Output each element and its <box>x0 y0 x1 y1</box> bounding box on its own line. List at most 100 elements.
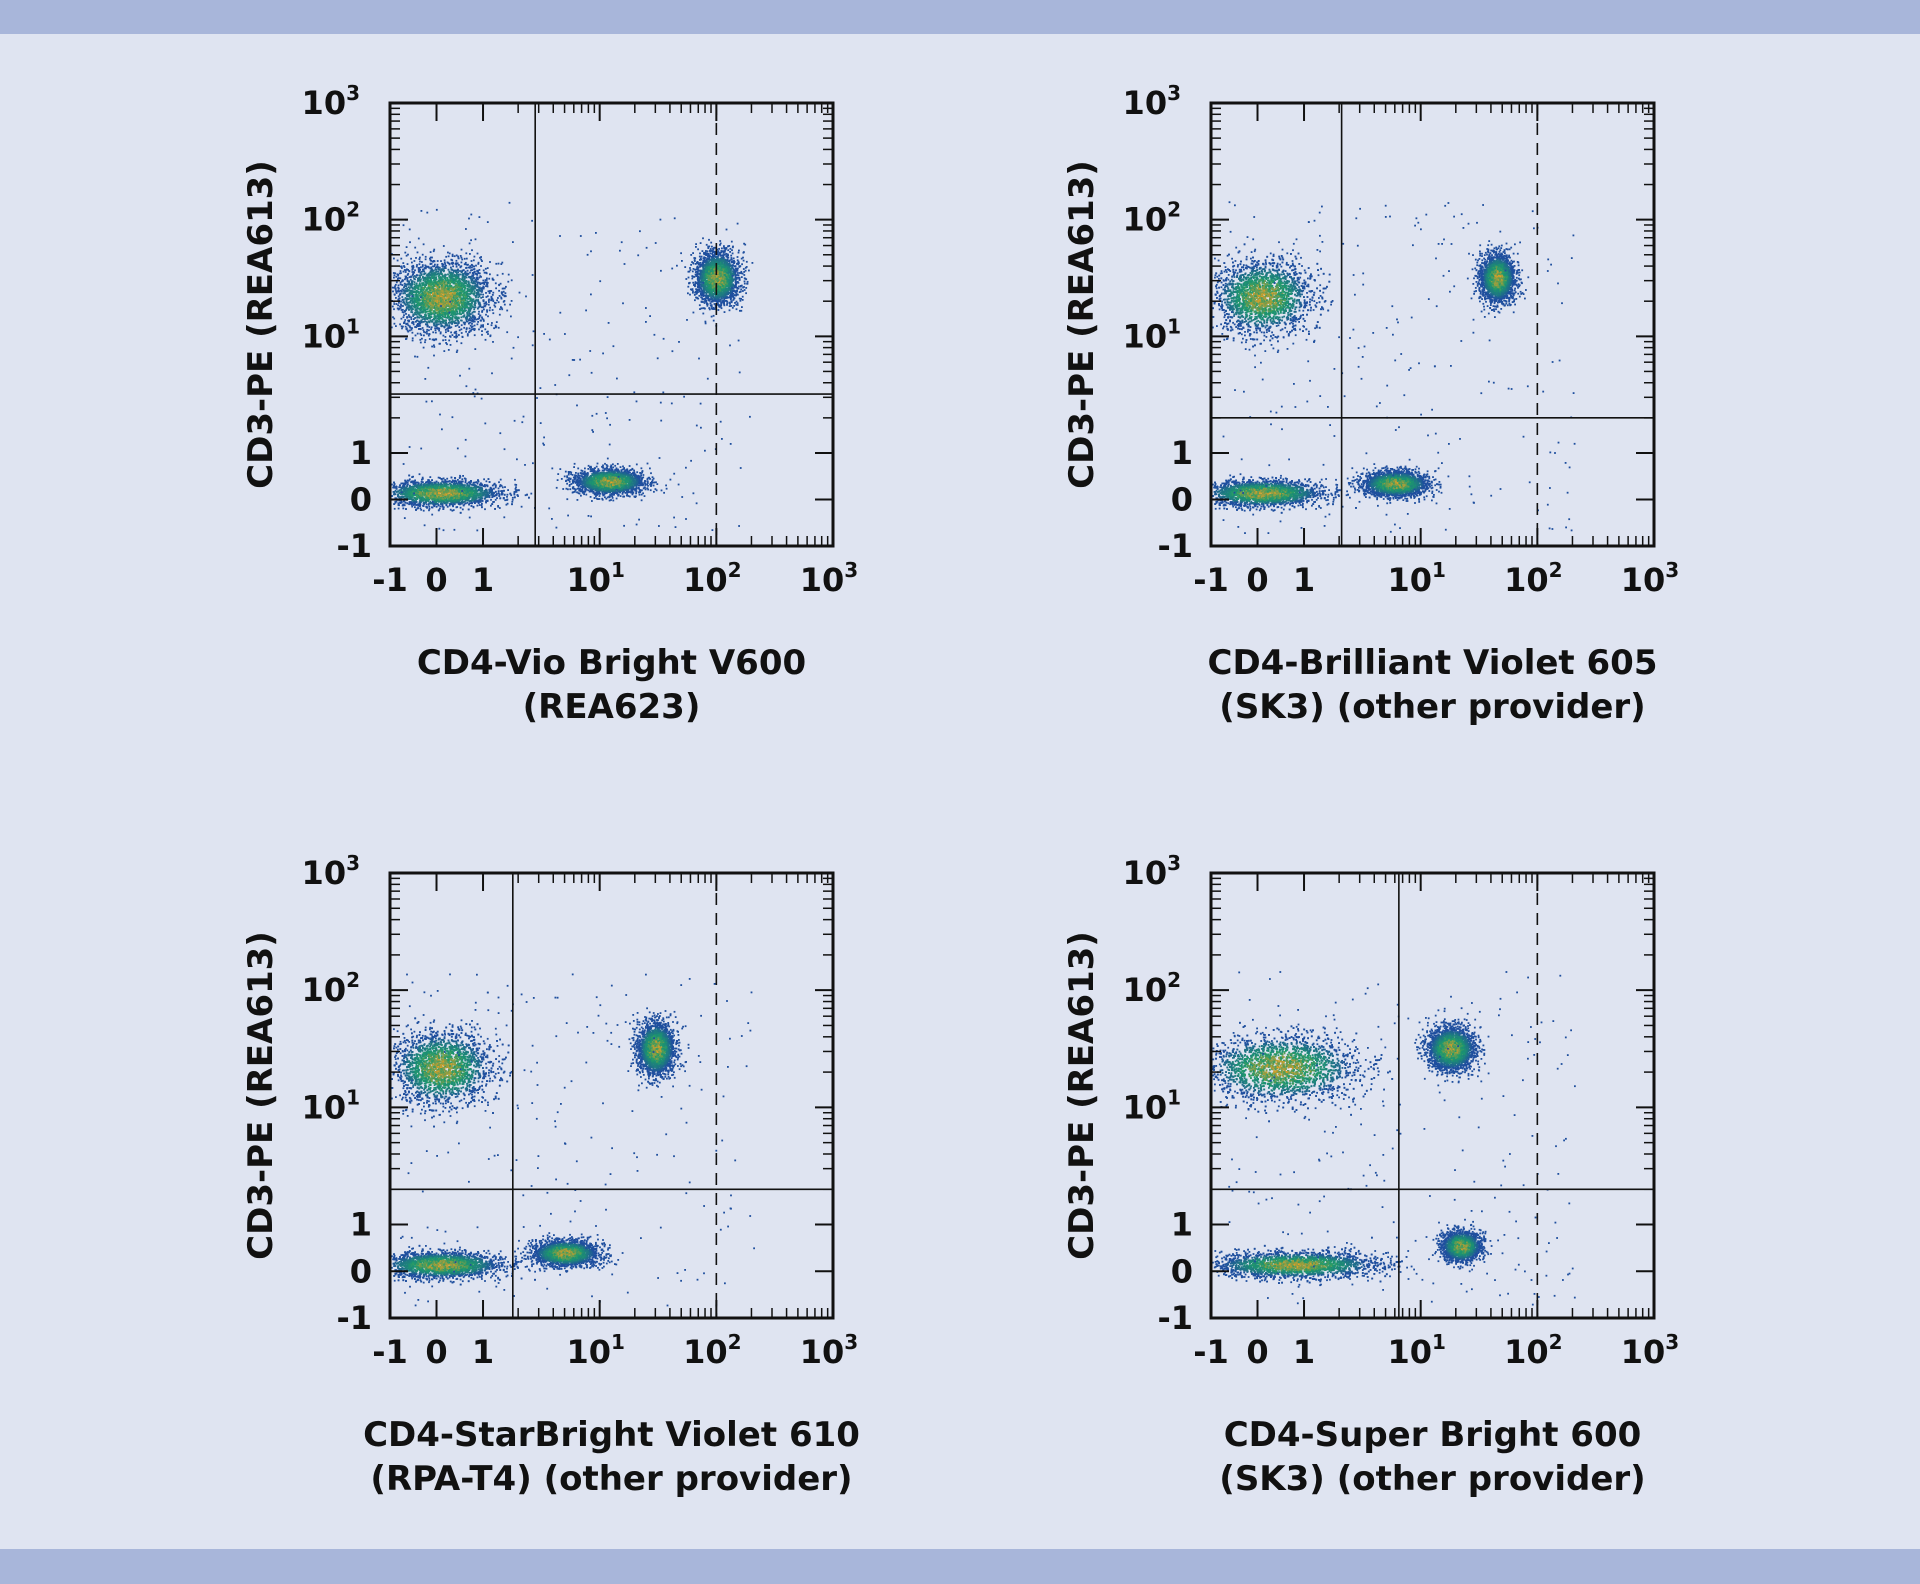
event-dot <box>408 301 411 304</box>
event-dot <box>432 274 434 277</box>
event-dot <box>449 280 452 283</box>
event-dot <box>451 253 454 256</box>
event-dot <box>438 306 440 308</box>
event-dot <box>440 273 443 276</box>
event-dot <box>440 325 443 328</box>
event-dot <box>397 304 399 307</box>
event-dot <box>395 292 398 294</box>
event-dot <box>419 293 422 296</box>
event-dot <box>471 298 473 301</box>
event-dot <box>459 278 461 280</box>
event-dot <box>446 278 449 281</box>
event-dot <box>411 274 414 276</box>
event-dot <box>409 297 412 300</box>
event-dot <box>457 255 459 258</box>
event-dot <box>468 327 471 330</box>
event-dot <box>495 287 497 290</box>
event-dot <box>440 291 443 294</box>
event-dot <box>455 309 458 311</box>
event-dot <box>408 276 411 278</box>
event-dot <box>471 318 474 321</box>
event-dot <box>441 296 444 299</box>
event-dot <box>463 285 465 287</box>
event-dot <box>450 262 453 265</box>
event-dot <box>416 309 418 312</box>
event-dot <box>422 284 425 286</box>
event-dot <box>725 228 728 231</box>
event-dot <box>454 319 457 322</box>
event-dot <box>411 311 414 314</box>
event-dot <box>440 293 443 295</box>
event-dot <box>493 327 495 330</box>
event-dot <box>440 286 443 288</box>
event-dot <box>402 325 404 328</box>
event-dot <box>449 344 452 346</box>
event-dot <box>425 310 428 313</box>
event-dot <box>463 288 466 291</box>
event-dot <box>424 331 427 334</box>
event-dot <box>439 300 442 303</box>
event-dot <box>436 286 439 289</box>
event-dot <box>485 285 487 287</box>
event-dot <box>422 301 424 304</box>
event-dot <box>704 256 707 259</box>
event-dot <box>411 305 413 307</box>
event-dot <box>435 316 437 318</box>
event-dot <box>433 272 436 274</box>
event-dot <box>510 300 513 302</box>
event-dot <box>399 270 402 272</box>
event-dot <box>472 292 474 295</box>
event-dot <box>473 271 476 273</box>
event-dot <box>445 274 447 276</box>
event-dot <box>717 309 720 311</box>
event-dot <box>436 304 439 307</box>
event-dot <box>422 309 425 311</box>
event-dot <box>430 262 433 265</box>
event-dot <box>461 311 464 313</box>
event-dot <box>448 315 450 318</box>
event-dot <box>406 268 408 271</box>
event-dot <box>497 297 499 299</box>
event-dot <box>397 289 400 292</box>
event-dot <box>415 326 418 329</box>
event-dot <box>402 305 404 307</box>
event-dot <box>412 291 414 293</box>
event-dot <box>439 321 442 324</box>
event-dot <box>743 280 746 283</box>
event-dot <box>468 242 471 245</box>
event-dot <box>405 304 407 306</box>
event-dot <box>430 309 433 312</box>
event-dot <box>448 310 451 313</box>
event-dot <box>444 316 447 319</box>
event-dot <box>417 277 419 280</box>
event-dot <box>430 296 433 298</box>
event-dot <box>497 326 500 329</box>
event-dot <box>439 331 442 334</box>
event-dot <box>711 245 713 248</box>
event-dot <box>439 283 441 286</box>
event-dot <box>458 329 461 332</box>
event-dot <box>736 304 739 306</box>
event-dot <box>506 331 509 334</box>
event-dot <box>444 286 447 289</box>
event-dot <box>451 307 454 310</box>
event-dot <box>475 318 478 321</box>
event-dot <box>418 328 420 330</box>
event-dot <box>431 289 434 291</box>
event-dot <box>390 326 393 329</box>
event-dot <box>454 278 457 281</box>
event-dot <box>427 366 430 369</box>
event-dot <box>446 312 449 315</box>
event-dot <box>453 293 456 295</box>
event-dot <box>404 277 407 279</box>
event-dot <box>433 260 435 262</box>
event-dot <box>460 271 463 273</box>
event-dot <box>449 285 452 288</box>
event-dot <box>433 248 436 251</box>
event-dot <box>445 342 447 344</box>
event-dot <box>455 284 457 287</box>
event-dot <box>416 284 418 287</box>
event-dot <box>470 328 473 331</box>
event-dot <box>459 292 462 294</box>
event-dot <box>467 280 469 283</box>
